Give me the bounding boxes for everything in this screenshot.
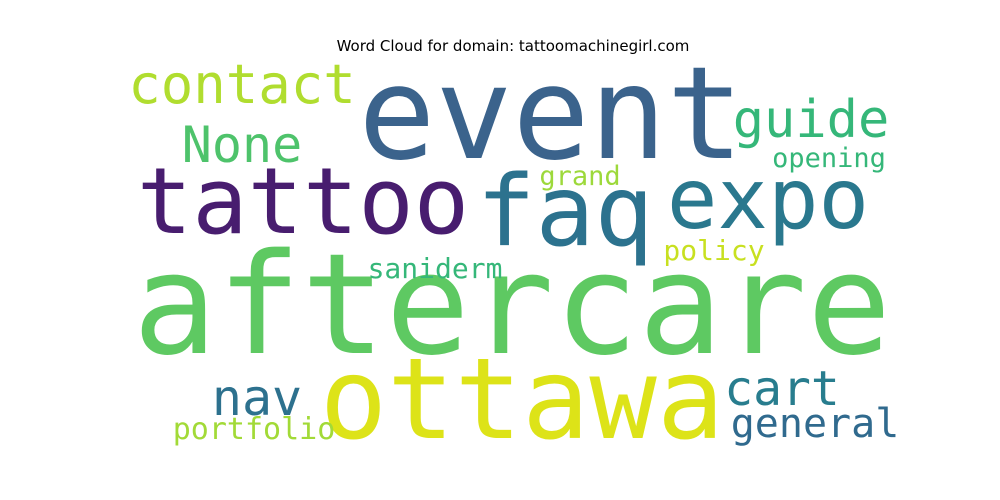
word-portfolio: portfolio <box>173 412 336 447</box>
word-grand: grand <box>539 161 620 192</box>
word-general: general <box>731 401 900 447</box>
word-ottawa: ottawa <box>320 335 725 465</box>
word-policy: policy <box>663 234 764 267</box>
word-expo: expo <box>667 150 869 248</box>
word-opening: opening <box>772 143 886 174</box>
word-tattoo: tattoo <box>137 148 469 255</box>
word-guide: guide <box>733 90 890 150</box>
word-cart: cart <box>724 361 840 417</box>
word-faq: faq <box>476 155 653 269</box>
word-saniderm: saniderm <box>368 252 503 285</box>
word-nav: nav <box>212 369 302 427</box>
word-contact: contact <box>128 53 356 116</box>
word-aftercare: aftercare <box>133 224 892 387</box>
word-event: event <box>358 40 743 189</box>
word-none: None <box>182 116 302 174</box>
chart-title: Word Cloud for domain: tattoomachinegirl… <box>336 37 690 55</box>
